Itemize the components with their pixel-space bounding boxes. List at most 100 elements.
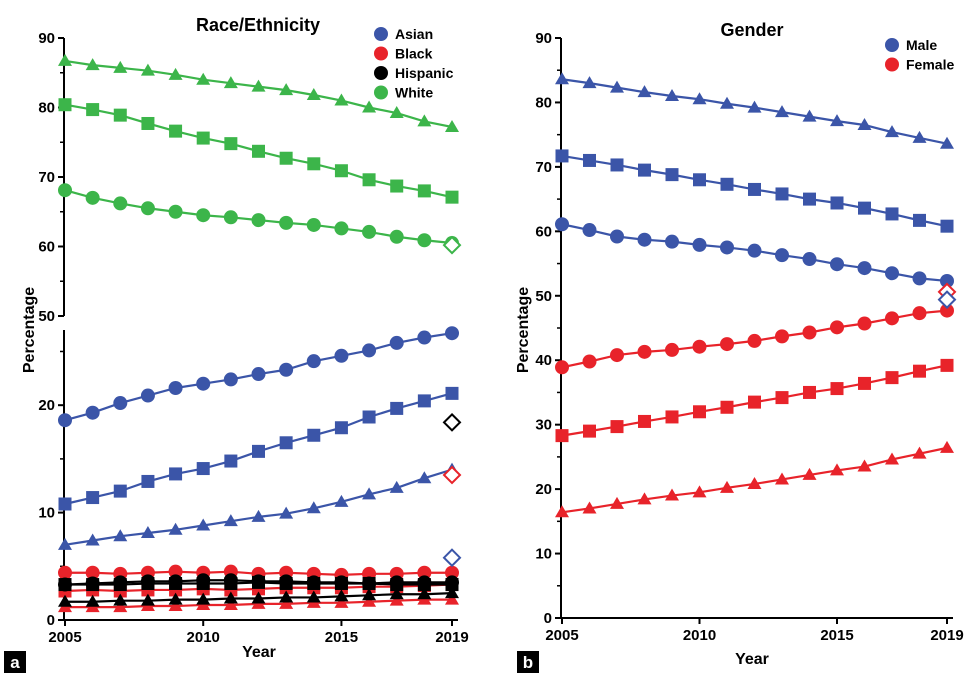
panel-a-y-tick-label: 70 [38,169,55,186]
panel-b-point-female-circle [692,339,707,354]
panel-a-series-line-asian-triangle [64,468,453,546]
panel-b-point-male-square [638,163,651,177]
panel-a-point-hispanic-triangle [362,588,377,601]
panel-b-point-male-triangle [720,96,734,109]
panel-a-xlabel: Year [242,644,276,661]
panel-a-point-white-triangle [445,119,459,132]
panel-a-point-black-triangle [389,593,404,606]
panel-a-point-asian-square [279,436,293,450]
panel-b-point-female-triangle [747,476,762,489]
panel-a-point-white-circle [362,224,377,239]
panel-a-point-asian-triangle [251,509,266,522]
panel-a-point-asian-square [252,444,265,458]
panel-a-point-asian-square [86,491,100,505]
panel-b-point-male-triangle [582,76,597,89]
panel-a-point-white-square [390,179,404,193]
panel-a-point-hispanic-triangle [445,586,459,599]
panel-b-point-female-circle [830,320,844,335]
panel-b-y-tick-label: 80 [535,94,552,111]
panel-b-y-tick-label: 0 [544,610,552,627]
panel-b-x-tick-label: 2015 [820,627,853,644]
panel-b-point-male-square [830,196,844,210]
panel-a-point-white-triangle [85,58,100,71]
panel-a-open-diamond-hispanic [442,412,462,432]
panel-a-point-white-circle [251,213,266,228]
panel-a-point-white-square [224,137,238,151]
panel-b-point-female-circle [720,337,734,352]
panel-a-point-asian-triangle [85,533,100,546]
panel-a-point-black-triangle [334,595,349,608]
panel-b-point-female-circle [665,342,679,357]
panel-b-point-female-square [638,414,651,428]
panel-a-point-asian-triangle [168,522,183,535]
panel-b-point-female-square [555,429,569,443]
panel-b-point-female-square [940,358,954,372]
panel-b-point-male-triangle [775,105,789,118]
panel-b-y-tick-label: 70 [535,159,552,176]
panel-a-legend-marker-black [374,46,388,61]
panel-a-point-hispanic-square [252,575,265,589]
panel-b-y-tick-label: 20 [535,481,552,498]
panel-b-y-tick-label: 60 [535,223,552,240]
panel-a-y-tick-label: 60 [38,239,55,256]
panel-b-point-male-circle [775,248,789,263]
panel-a-point-white-square [307,157,321,171]
panel-b-point-male-square [775,187,789,201]
panel-a-point-white-circle [168,204,183,219]
panel-a-point-white-triangle [334,93,349,106]
panel-b-point-male-triangle [802,109,817,122]
panel-b-point-male-square [583,153,596,167]
panel-b-point-male-triangle [940,136,954,149]
panel-a-point-white-circle [417,233,432,248]
panel-a-point-white-circle [85,190,100,205]
panel-b-point-male-circle [555,217,569,232]
panel-b-point-male-circle [665,234,679,249]
panel-b-point-male-circle [857,261,872,276]
panel-a-label: a [10,653,20,672]
panel-b-point-male-square [940,219,954,233]
panel-b-point-male-triangle [912,130,927,143]
panel-b-point-male-square [693,173,706,187]
panel-a-point-asian-triangle [389,480,404,493]
panel-b-point-female-square [610,420,624,434]
panel-b-point-male-triangle [857,118,872,130]
panel-b-point-female-triangle [582,501,597,514]
panel-b-point-male-square [913,213,926,227]
panel-b-point-female-triangle [555,505,569,518]
panel-b-point-female-square [583,424,596,438]
panel-b-x-tick-label: 2019 [930,627,963,644]
panel-b-point-male-square [720,177,734,191]
panel-a-point-asian-circle [251,367,266,382]
panel-a-point-white-triangle [362,100,377,113]
panel-a-y-tick-label: 90 [38,30,55,47]
panel-b-point-male-circle [940,273,954,288]
panel-a-point-white-square [58,98,72,112]
panel-b-point-female-square [775,391,789,405]
panel-a-point-white-square [252,144,265,158]
panel-a-point-asian-circle [362,343,377,358]
panel-a-point-asian-circle [445,326,459,341]
panel-b-point-female-square [720,400,734,414]
panel-a-point-hispanic-triangle [113,593,128,606]
panel-a-point-hispanic-square [113,578,127,592]
panel-a-point-hispanic-triangle [389,587,404,600]
panel-a-x-tick-label: 2010 [187,629,220,646]
panel-a-point-hispanic-square [445,578,459,592]
panel-a-point-black-circle [445,565,459,580]
panel-b-point-female-triangle [637,492,652,505]
panel-a-point-asian-triangle [196,518,211,531]
panel-a-y-tick-label: 0 [47,612,55,629]
panel-a-point-white-circle [113,196,128,211]
panel-a-point-hispanic-square [334,576,348,590]
panel-a-point-asian-triangle [334,494,349,507]
panel-a-point-white-circle [334,221,349,236]
panel-b-point-female-circle [747,333,762,348]
panel-b-point-female-circle [637,344,652,359]
panel-b-point-male-triangle [830,114,844,127]
panel-b-label: b [523,653,533,672]
panel-b-point-male-triangle [885,125,899,138]
panel-a-point-asian-triangle [140,526,155,538]
panel-a-point-white-square [334,164,348,178]
